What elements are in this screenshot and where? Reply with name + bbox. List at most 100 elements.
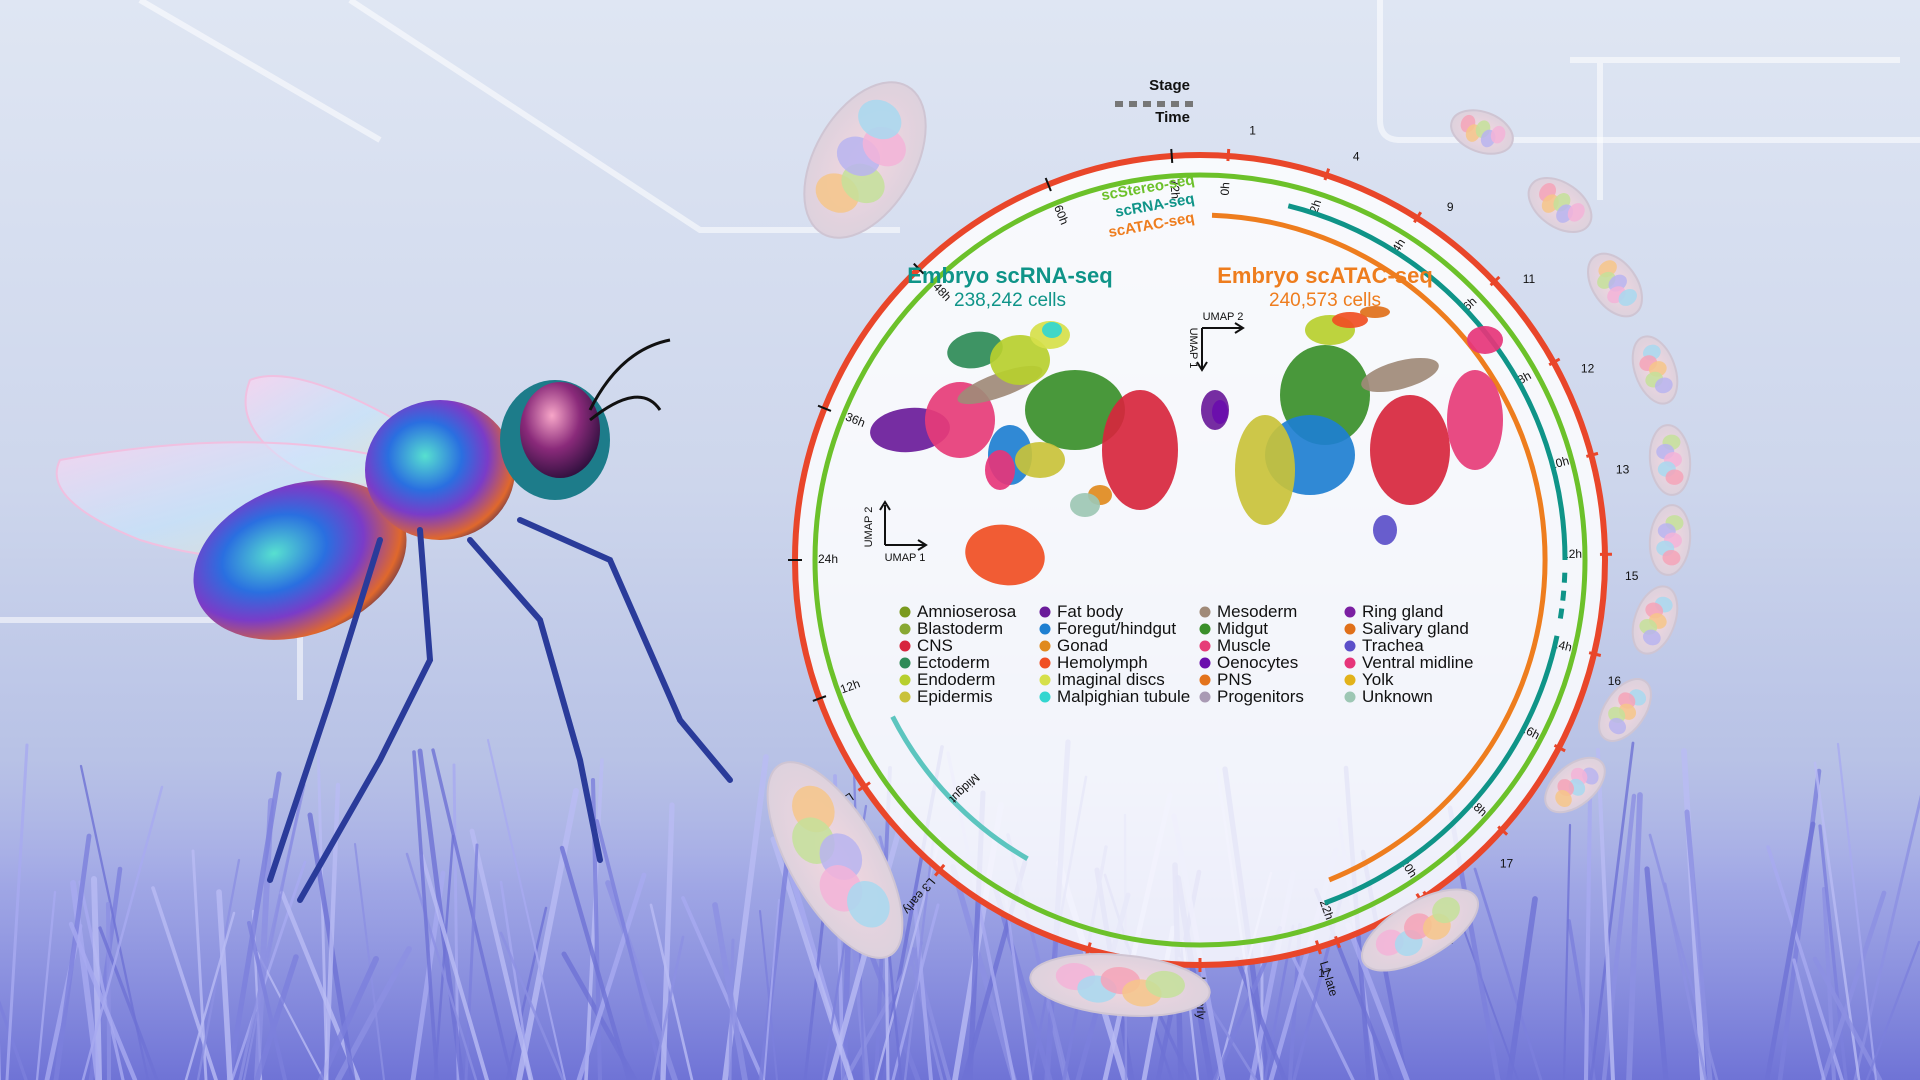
embryo-illustrations bbox=[766, 81, 1692, 1017]
umap-cluster bbox=[1467, 326, 1503, 354]
legend-label: Malpighian tubule bbox=[1057, 687, 1190, 706]
legend-label: Unknown bbox=[1362, 687, 1433, 706]
legend-swatch bbox=[1199, 691, 1211, 703]
legend-swatch bbox=[899, 606, 911, 618]
larval-time-tick-label: 12h bbox=[838, 676, 862, 696]
umap-cluster bbox=[965, 524, 1045, 586]
legend-label: Hemolymph bbox=[1057, 653, 1148, 672]
embryo-stage-12 bbox=[1527, 177, 1593, 233]
rna-panel-count: 238,242 cells bbox=[954, 290, 1066, 311]
umap-cluster bbox=[1042, 322, 1062, 338]
legend-swatch bbox=[1344, 640, 1356, 652]
umap-cluster bbox=[1212, 400, 1228, 424]
stage-tick-label: 4 bbox=[1353, 149, 1360, 163]
larval-time-tick-label: 36h bbox=[844, 410, 868, 430]
legend-swatch bbox=[1039, 623, 1051, 635]
stage-tick-label: 17 bbox=[1500, 857, 1514, 871]
legend-swatch bbox=[1344, 657, 1356, 669]
legend-swatch bbox=[1199, 623, 1211, 635]
legend-label: Ectoderm bbox=[917, 653, 990, 672]
embryo-stage-17b bbox=[1631, 585, 1679, 655]
rna-umap-plot bbox=[870, 321, 1178, 586]
legend-label: Oenocytes bbox=[1217, 653, 1298, 672]
legend-label: Foregut/hindgut bbox=[1057, 619, 1176, 638]
stage-tick-label: 11 bbox=[1523, 272, 1536, 286]
larva-L3 bbox=[766, 761, 904, 959]
atac-umap-plot bbox=[1201, 306, 1503, 545]
stage-tick-label: 15 bbox=[1625, 569, 1639, 583]
umap-cluster bbox=[990, 335, 1050, 385]
larval-time-tick-label: 72h bbox=[1167, 178, 1182, 199]
umap-cluster bbox=[1025, 370, 1125, 450]
umap-cluster bbox=[947, 331, 1003, 369]
rna-umap-axes bbox=[879, 500, 928, 551]
grass-field bbox=[0, 738, 1920, 1080]
cell-type-legend: AmnioserosaBlastodermCNSEctodermEndoderm… bbox=[899, 602, 1474, 706]
legend-swatch bbox=[1344, 674, 1356, 686]
legend-label: Fat body bbox=[1057, 602, 1124, 621]
legend-swatch bbox=[899, 674, 911, 686]
legend-swatch bbox=[899, 691, 911, 703]
midgut-bracket bbox=[890, 715, 1029, 861]
legend-swatch bbox=[1199, 606, 1211, 618]
legend-label: Imaginal discs bbox=[1057, 670, 1165, 689]
umap-cluster bbox=[1373, 515, 1397, 545]
rna-panel-title: Embryo scRNA-seq bbox=[907, 263, 1112, 288]
stage-tick-label: 1 bbox=[1249, 123, 1256, 137]
atac-panel-count: 240,573 cells bbox=[1269, 290, 1381, 311]
legend-label: Mesoderm bbox=[1217, 602, 1297, 621]
larval-time-tick-label: 60h bbox=[1051, 203, 1071, 227]
legend-swatch bbox=[1039, 640, 1051, 652]
stage-tick-label: 17 bbox=[1318, 966, 1332, 980]
embryo-72h bbox=[803, 81, 927, 239]
stage-label: Stage bbox=[1149, 77, 1190, 94]
umap-cluster bbox=[1361, 357, 1439, 393]
legend-swatch bbox=[1344, 691, 1356, 703]
umap-cluster bbox=[1102, 390, 1178, 510]
legend-swatch bbox=[1199, 640, 1211, 652]
umap-cluster bbox=[985, 450, 1015, 490]
legend-label: Yolk bbox=[1362, 670, 1394, 689]
umap-cluster bbox=[1332, 312, 1368, 328]
legend-label: Midgut bbox=[1217, 619, 1268, 638]
rna-arc-dash bbox=[1557, 572, 1568, 624]
legend-label: Ventral midline bbox=[1362, 653, 1474, 672]
atac-umap-x-label: UMAP 2 bbox=[1203, 311, 1244, 323]
legend-swatch bbox=[1039, 691, 1051, 703]
stage-tick-label: 16 bbox=[1608, 674, 1622, 688]
stereo-ring bbox=[812, 172, 1588, 948]
legend-label: Endoderm bbox=[917, 670, 995, 689]
legend-label: Muscle bbox=[1217, 636, 1271, 655]
stage-tick-label: 9 bbox=[1447, 200, 1454, 214]
larval-time-tick-label: 24h bbox=[818, 552, 838, 566]
legend-label: Blastoderm bbox=[917, 619, 1003, 638]
legend-swatch bbox=[899, 640, 911, 652]
atac-umap-axes bbox=[1196, 322, 1245, 372]
legend-label: Epidermis bbox=[917, 687, 993, 706]
umap-cluster bbox=[1070, 493, 1100, 517]
legend-label: Progenitors bbox=[1217, 687, 1304, 706]
umap-cluster bbox=[1360, 306, 1390, 318]
legend-label: Salivary gland bbox=[1362, 619, 1469, 638]
larva-L2 bbox=[1029, 953, 1211, 1017]
legend-label: PNS bbox=[1217, 670, 1252, 689]
embryo-stage-11 bbox=[1450, 109, 1514, 155]
legend-swatch bbox=[1039, 674, 1051, 686]
legend-swatch bbox=[1199, 657, 1211, 669]
time-tick-label: 22h bbox=[1317, 898, 1337, 922]
atac-umap-y-label: UMAP 1 bbox=[1187, 328, 1199, 369]
stage-tick-label: 13 bbox=[1616, 462, 1630, 476]
embryo-stage-17d bbox=[1544, 756, 1606, 814]
atac-panel-title: Embryo scATAC-seq bbox=[1217, 263, 1433, 288]
umap-cluster bbox=[1447, 370, 1503, 470]
legend-label: Ring gland bbox=[1362, 602, 1443, 621]
embryo-stage-15 bbox=[1631, 335, 1679, 405]
legend-swatch bbox=[899, 623, 911, 635]
legend-swatch bbox=[1344, 606, 1356, 618]
rna-umap-x-label: UMAP 1 bbox=[885, 552, 926, 564]
larva-L1 bbox=[1360, 888, 1480, 972]
time-label: Time bbox=[1155, 109, 1190, 126]
legend-swatch bbox=[899, 657, 911, 669]
embryo-stage-17c bbox=[1598, 678, 1652, 742]
